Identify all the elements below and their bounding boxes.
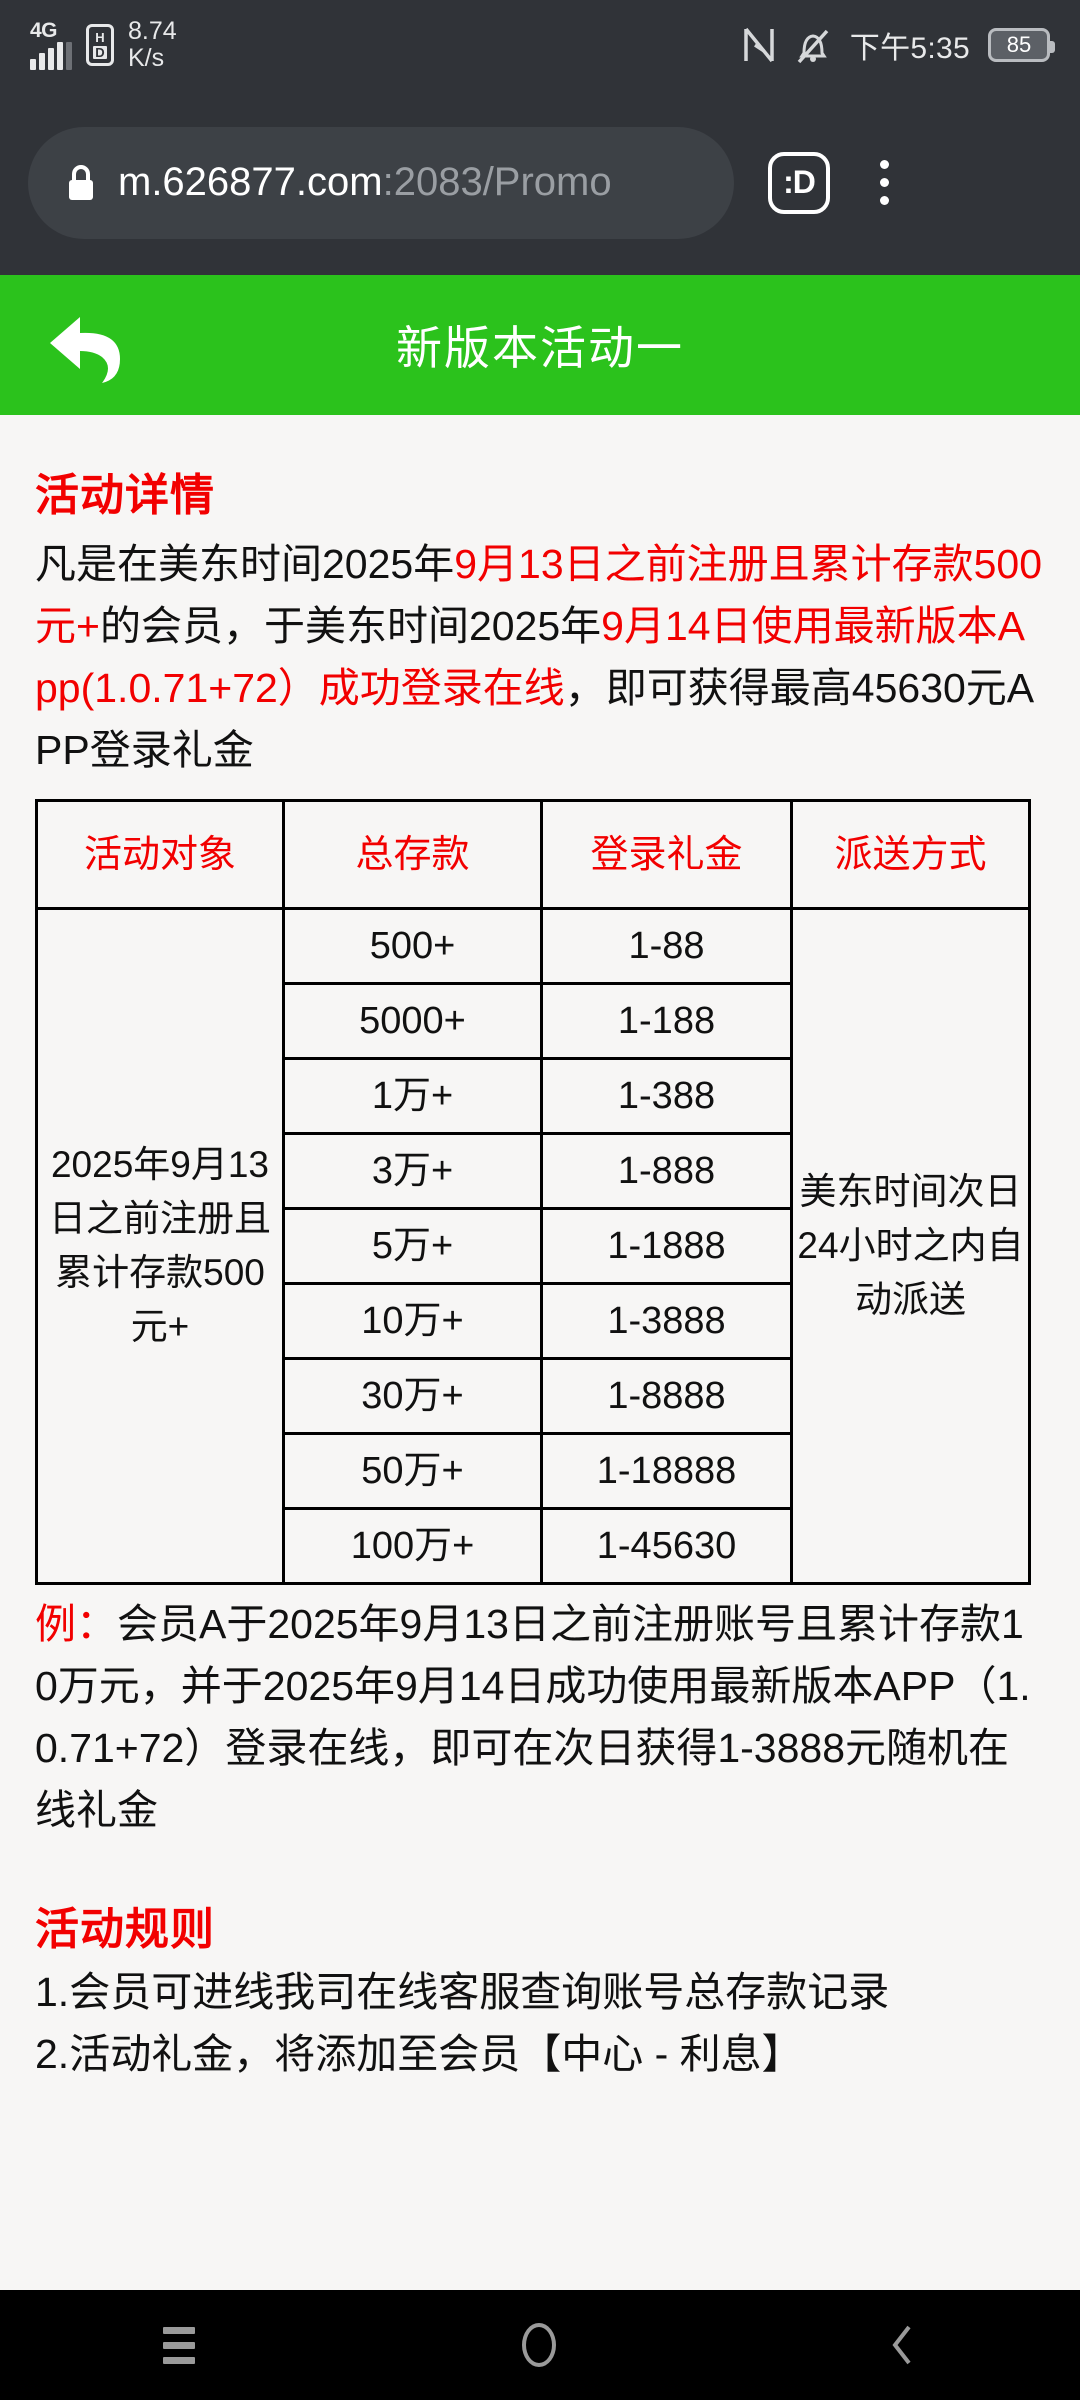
para-seg-2: 的会员，于美东时间2025年: [99, 603, 602, 649]
network-speed-unit: K/s: [128, 44, 165, 72]
url-bar[interactable]: m.626877.com:2083/Promo: [28, 126, 734, 239]
table-cell-bonus: 1-888: [540, 1132, 793, 1210]
para-seg-1: 9月13日之前注册且累计存款500元+: [35, 541, 1043, 649]
signal-icon: 4G: [30, 20, 72, 70]
back-arrow-icon[interactable]: [42, 295, 142, 395]
overflow-menu-icon[interactable]: [854, 160, 914, 205]
table-cell-deposit: 1万+: [282, 1057, 543, 1135]
hd-icon: H D: [86, 24, 114, 66]
hd-top-letter: H: [95, 30, 105, 45]
status-bar: 4G H D 8.74 K/s: [0, 0, 1080, 90]
battery-icon: 85: [988, 28, 1055, 62]
table-row: 2025年9月13日之前注册且累计存款500元+ 500+ 1-88 美东时间次…: [35, 907, 1031, 1585]
table-row: 50万+ 1-18888: [37, 1432, 1030, 1510]
signal-bars-icon: [30, 42, 72, 70]
battery-percent-label: 85: [1006, 32, 1032, 57]
hd-bottom-letter: D: [93, 45, 107, 60]
details-paragraph: 凡是在美东时间2025年9月13日之前注册且累计存款500元+的会员，于美东时间…: [35, 533, 1045, 781]
home-icon[interactable]: [521, 2323, 556, 2367]
table-cell-deposit: 10万+: [282, 1282, 543, 1360]
page-title: 新版本活动一: [396, 322, 684, 374]
table-cell-deposit: 5万+: [282, 1207, 543, 1285]
table-cell-bonus: 1-3888: [540, 1282, 793, 1360]
table-header-bonus: 登录礼金: [540, 799, 793, 910]
rules-title: 活动规则: [35, 1905, 215, 1954]
table-cell-deposit: 5000+: [282, 982, 543, 1060]
rule-item-2: 2.活动礼金，将添加至会员【中心 - 利息】: [35, 2031, 803, 2077]
table-cell-bonus: 1-88: [540, 907, 793, 985]
nfc-icon: [744, 27, 774, 63]
example-note: 例：会员A于2025年9月13日之前注册账号且累计存款10万元，并于2025年9…: [35, 1593, 1045, 1841]
table-cell-deposit: 100万+: [282, 1507, 543, 1585]
para-seg-0: 凡是在美东时间2025年: [35, 541, 455, 587]
table-cell-bonus: 1-8888: [540, 1357, 793, 1435]
promo-table: 活动对象 总存款 登录礼金 派送方式 2025年9月13日之前注册且累计存款50…: [35, 799, 1031, 1585]
table-cell-deposit: 3万+: [282, 1132, 543, 1210]
para-seg-4: ，即可获得最高45630元APP登录礼金: [35, 665, 1035, 773]
tab-counter-label: :D: [783, 164, 816, 200]
table-row: 1万+ 1-388: [37, 1057, 1030, 1135]
android-nav-bar: [0, 2290, 1080, 2400]
bell-muted-icon: [797, 29, 829, 64]
table-cell-bonus: 1-45630: [540, 1507, 793, 1585]
back-icon[interactable]: [883, 2323, 917, 2367]
browser-toolbar: m.626877.com:2083/Promo :D: [0, 90, 1080, 275]
table-row: 3万+ 1-888: [37, 1132, 1030, 1210]
table-cell-bonus: 1-388: [540, 1057, 793, 1135]
table-row: 30万+ 1-8888: [37, 1357, 1030, 1435]
app-header: 新版本活动一: [0, 275, 1080, 415]
page-content: 活动详情 凡是在美东时间2025年9月13日之前注册且累计存款500元+的会员，…: [0, 415, 1080, 2290]
table-header-row: 活动对象 总存款 登录礼金 派送方式: [35, 799, 1031, 910]
table-cell-deposit: 30万+: [282, 1357, 543, 1435]
details-title: 活动详情: [35, 471, 215, 520]
table-cell-object: 2025年9月13日之前注册且累计存款500元+: [35, 907, 285, 1585]
table-cell-delivery: 美东时间次日24小时之内自动派送: [790, 907, 1031, 1585]
table-row: 5000+ 1-188: [37, 982, 1030, 1060]
status-bar-clock: 下午5:35: [849, 32, 970, 65]
url-host: m.626877.com: [118, 160, 383, 204]
network-type-label: 4G: [30, 19, 58, 42]
status-bar-left: 4G H D 8.74 K/s: [30, 18, 177, 72]
table-cell-bonus: 1-188: [540, 982, 793, 1060]
table-header-delivery: 派送方式: [790, 799, 1031, 910]
table-row: 5万+ 1-1888: [37, 1207, 1030, 1285]
example-text: 会员A于2025年9月13日之前注册账号且累计存款10万元，并于2025年9月1…: [35, 1601, 1031, 1833]
table-row: 100万+ 1-45630: [37, 1507, 1030, 1585]
table-header-object: 活动对象: [35, 799, 285, 910]
table-header-deposit: 总存款: [282, 799, 543, 910]
table-cell-bonus: 1-18888: [540, 1432, 793, 1510]
recents-icon[interactable]: [163, 2326, 196, 2364]
para-seg-3: 9月14日使用最新版本App(1.0.71+72）成功登录在线: [35, 603, 1025, 711]
status-bar-right: 下午5:35 85: [742, 23, 1055, 67]
network-speed: 8.74 K/s: [128, 18, 177, 72]
url-path: :2083/Promo: [382, 160, 612, 204]
network-speed-value: 8.74: [128, 17, 177, 45]
table-row: 10万+ 1-3888: [37, 1282, 1030, 1360]
lock-icon: [69, 164, 93, 200]
rule-item-1: 1.会员可进线我司在线客服查询账号总存款记录: [35, 1969, 890, 2015]
table-cell-deposit: 50万+: [282, 1432, 543, 1510]
tab-counter-button[interactable]: :D: [768, 151, 830, 214]
table-cell-deposit: 500+: [282, 907, 543, 985]
url-text: m.626877.com:2083/Promo: [118, 160, 612, 205]
example-label: 例：: [35, 1601, 117, 1647]
table-cell-bonus: 1-1888: [540, 1207, 793, 1285]
